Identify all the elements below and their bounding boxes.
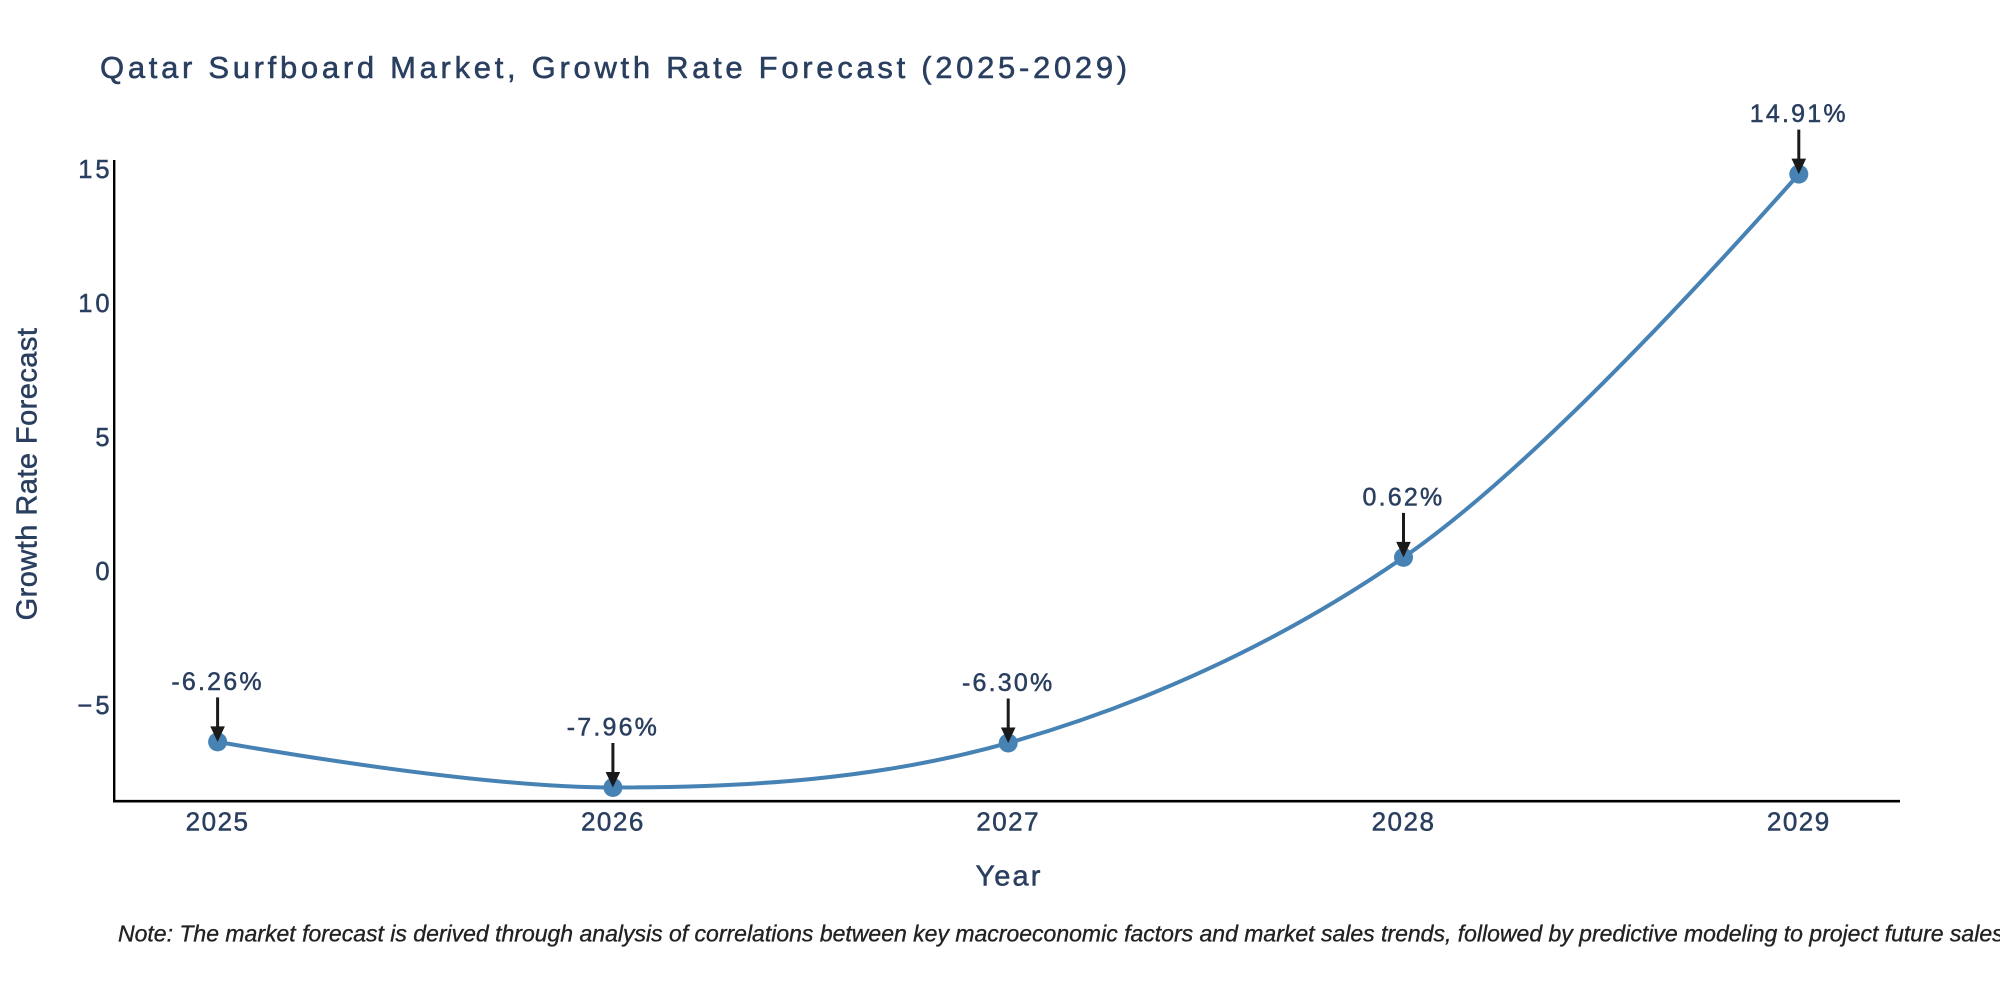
svg-text:Qatar Surfboard Market, Growth: Qatar Surfboard Market, Growth Rate Fore… (100, 50, 1131, 85)
svg-text:-6.26%: -6.26% (171, 668, 263, 696)
svg-text:15: 15 (78, 156, 112, 184)
svg-text:2027: 2027 (976, 807, 1040, 837)
svg-text:2025: 2025 (186, 807, 250, 837)
svg-text:5: 5 (95, 424, 112, 452)
svg-text:-6.30%: -6.30% (962, 669, 1054, 697)
svg-text:Note: The market forecast is d: Note: The market forecast is derived thr… (118, 921, 2000, 947)
svg-text:2028: 2028 (1372, 807, 1436, 837)
svg-text:2029: 2029 (1767, 807, 1831, 837)
svg-text:Growth Rate Forecast: Growth Rate Forecast (12, 328, 44, 621)
svg-text:0.62%: 0.62% (1363, 483, 1445, 511)
svg-text:2026: 2026 (581, 807, 645, 837)
svg-text:Year: Year (976, 861, 1043, 893)
svg-text:−5: −5 (78, 692, 113, 720)
svg-text:10: 10 (78, 290, 112, 318)
svg-text:-7.96%: -7.96% (567, 714, 659, 742)
svg-text:14.91%: 14.91% (1750, 100, 1848, 128)
svg-text:0: 0 (95, 558, 112, 586)
